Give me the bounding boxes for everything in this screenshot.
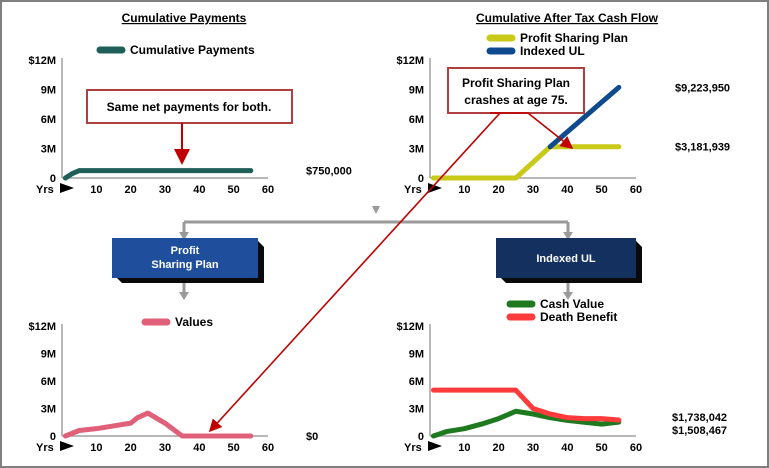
indexed-ul-box-label: Indexed UL — [536, 253, 596, 265]
callout-crash-line2: crashes at age 75. — [464, 93, 567, 107]
x-axis-label: Yrs — [404, 442, 422, 454]
series-line — [430, 408, 622, 439]
legend-label: Indexed UL — [520, 44, 585, 58]
x-tick-label: 30 — [159, 442, 171, 454]
y-tick-label: 0 — [418, 173, 424, 185]
legend-label: Cumulative Payments — [130, 43, 255, 57]
title-after-tax-cash-flow: Cumulative After Tax Cash Flow — [476, 11, 659, 25]
chart-profit-sharing-values: $12M 9M 6M 3M 0 10 20 30 40 50 60 Yrs Values $0 — [28, 315, 318, 454]
x-tick-label: 30 — [527, 442, 539, 454]
chart-cumulative-payments: $12M 9M 6M 3M 0 10 20 30 40 50 60 Yrs Cumulative Pay… — [28, 43, 351, 196]
y-tick-label: 0 — [50, 173, 56, 185]
y-tick-label: 3M — [41, 404, 56, 416]
x-tick-label: 20 — [125, 442, 137, 454]
callout-crash-line1: Profit Sharing Plan — [462, 76, 570, 90]
y-tick-label: $12M — [396, 321, 424, 333]
y-tick-label: 0 — [50, 431, 56, 443]
x-tick-label: 30 — [159, 184, 171, 196]
series-line — [430, 144, 622, 181]
flow-arrow-left-down-2 — [179, 292, 189, 300]
y-tick-label: 6M — [409, 376, 424, 388]
flow-arrow-top — [372, 206, 380, 214]
x-tick-label: 20 — [493, 442, 505, 454]
svg-text:crashes at age 75.: crashes at age 75. — [464, 93, 567, 107]
callout-crash-long-arrow — [208, 112, 501, 433]
y-tick-label: 6M — [41, 114, 56, 126]
x-tick-label: 50 — [228, 184, 240, 196]
y-tick-label: $12M — [28, 321, 56, 333]
x-tick-label: 40 — [193, 442, 205, 454]
x-axis-label: Yrs — [36, 442, 54, 454]
callout-crash: Profit Sharing Plan crashes at age 75. — [208, 67, 585, 433]
series-line — [430, 387, 622, 423]
x-axis-play-icon — [60, 441, 74, 451]
y-tick-label: 9M — [409, 85, 424, 97]
x-tick-label: 60 — [630, 442, 642, 454]
x-tick-label: 60 — [262, 442, 274, 454]
flow-arrow-left-down — [179, 232, 189, 240]
series-line — [62, 410, 254, 439]
x-tick-label: 50 — [596, 442, 608, 454]
x-tick-label: 60 — [630, 184, 642, 196]
y-tick-label: $12M — [396, 55, 424, 67]
y-tick-label: 3M — [409, 404, 424, 416]
flow-arrow-right-down-2 — [563, 292, 573, 300]
legend-label: Profit Sharing Plan — [520, 31, 628, 45]
x-tick-label: 10 — [90, 442, 102, 454]
end-value-label: $9,223,950 — [675, 82, 730, 94]
x-axis-play-icon — [428, 183, 442, 193]
profit-sharing-plan-box: Profit Sharing Plan — [112, 238, 264, 283]
x-tick-label: 30 — [527, 184, 539, 196]
callout-same-payments-text: Same net payments for both. — [107, 100, 272, 114]
y-tick-label: $12M — [28, 55, 56, 67]
callout-same-payments: Same net payments for both. — [86, 89, 293, 165]
x-tick-label: 20 — [493, 184, 505, 196]
chart-after-tax-cash-flow: $12M 9M 6M 3M 0 10 20 30 40 50 60 Yrs Profit Sharing… — [396, 31, 730, 196]
end-value-label: $1,508,467 — [672, 425, 727, 437]
end-value-label: $3,181,939 — [675, 142, 730, 154]
y-tick-label: 3M — [409, 144, 424, 156]
x-tick-label: 60 — [262, 184, 274, 196]
title-cumulative-payments: Cumulative Payments — [122, 11, 247, 25]
x-axis-label: Yrs — [36, 184, 54, 196]
legend-label: Values — [175, 315, 213, 329]
x-tick-label: 10 — [458, 442, 470, 454]
y-tick-label: 9M — [41, 85, 56, 97]
y-tick-label: 6M — [409, 114, 424, 126]
x-tick-label: 40 — [561, 184, 573, 196]
x-tick-label: 40 — [193, 184, 205, 196]
y-tick-label: 0 — [418, 431, 424, 443]
end-value-label: $1,738,042 — [672, 412, 727, 424]
x-tick-label: 10 — [90, 184, 102, 196]
legend-label: Cash Value — [540, 297, 604, 311]
flow-arrow-right-down — [563, 232, 573, 240]
end-value-label: $750,000 — [306, 166, 352, 178]
chart-indexed-ul-values: $12M 9M 6M 3M 0 10 20 30 40 50 60 Yrs Cash Value $1,5… — [396, 297, 727, 454]
x-tick-label: 50 — [228, 442, 240, 454]
legend-label: Death Benefit — [540, 310, 617, 324]
y-tick-label: 6M — [41, 376, 56, 388]
y-tick-label: 9M — [409, 349, 424, 361]
profit-sharing-box-line1: Profit — [171, 245, 200, 257]
x-tick-label: 50 — [596, 184, 608, 196]
x-tick-label: 20 — [125, 184, 137, 196]
series-line — [62, 168, 254, 181]
end-value-label: $0 — [306, 431, 318, 443]
x-tick-label: 10 — [458, 184, 470, 196]
x-axis-play-icon — [60, 183, 74, 193]
y-tick-label: 9M — [41, 349, 56, 361]
profit-sharing-box-line2: Sharing Plan — [151, 259, 219, 271]
x-axis-play-icon — [428, 441, 442, 451]
y-tick-label: 3M — [41, 144, 56, 156]
svg-text:Profit Sharing Plan: Profit Sharing Plan — [462, 76, 570, 90]
x-tick-label: 40 — [561, 442, 573, 454]
indexed-ul-box: Indexed UL — [496, 238, 642, 283]
x-axis-label: Yrs — [404, 184, 422, 196]
